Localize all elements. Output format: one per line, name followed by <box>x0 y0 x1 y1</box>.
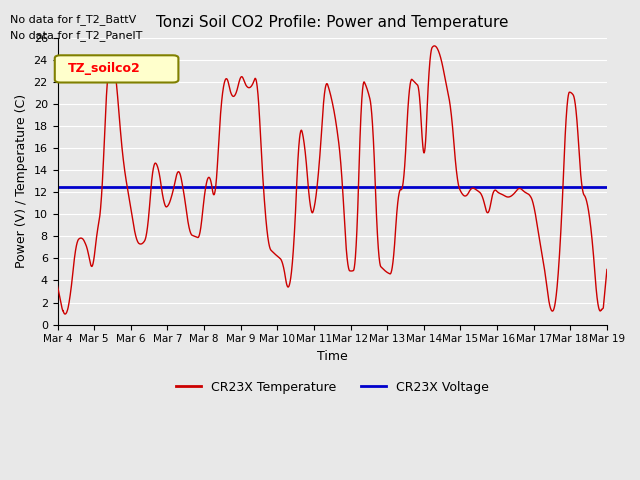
Y-axis label: Power (V) / Temperature (C): Power (V) / Temperature (C) <box>15 94 28 268</box>
FancyBboxPatch shape <box>55 55 179 83</box>
Title: Tonzi Soil CO2 Profile: Power and Temperature: Tonzi Soil CO2 Profile: Power and Temper… <box>156 15 509 30</box>
X-axis label: Time: Time <box>317 350 348 363</box>
Text: No data for f_T2_PanelT: No data for f_T2_PanelT <box>10 30 142 41</box>
Text: No data for f_T2_BattV: No data for f_T2_BattV <box>10 13 136 24</box>
Legend: CR23X Temperature, CR23X Voltage: CR23X Temperature, CR23X Voltage <box>171 375 494 398</box>
Text: TZ_soilco2: TZ_soilco2 <box>67 62 140 75</box>
